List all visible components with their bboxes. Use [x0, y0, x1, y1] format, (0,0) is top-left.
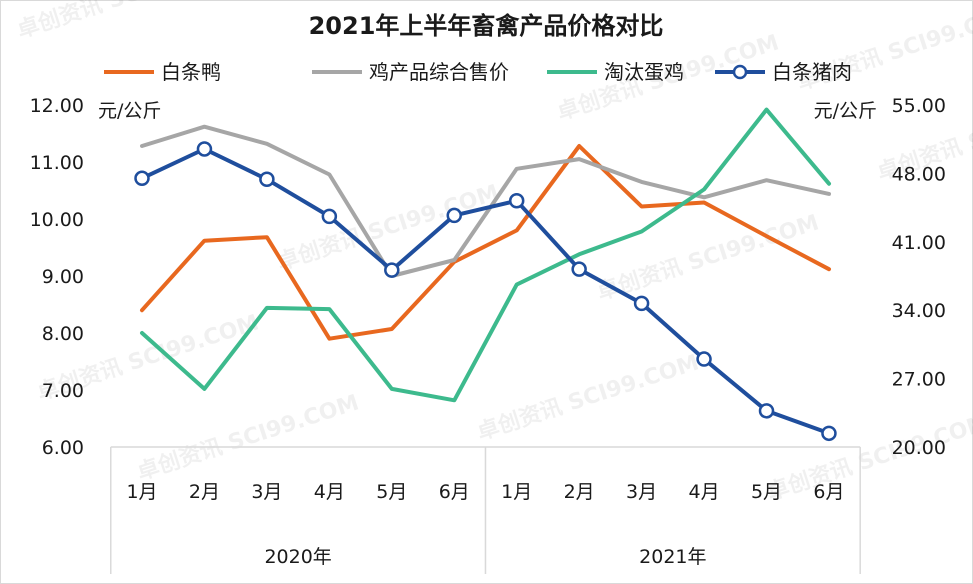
left-tick-label: 7.00: [42, 380, 84, 402]
x-tick-label: 3月: [251, 481, 282, 503]
x-axis: [110, 446, 861, 574]
x-tick-label: 2月: [564, 481, 595, 503]
series-line: [140, 107, 831, 403]
series-line: [140, 144, 831, 341]
data-point: [571, 261, 587, 277]
x-group-label: 2020年: [264, 546, 331, 568]
x-group-label: 2021年: [639, 546, 706, 568]
left-tick-label: 8.00: [42, 323, 84, 345]
data-point: [633, 295, 650, 312]
right-axis-ticks: 55.00 48.00 41.00 34.00 27.00 20.00: [892, 95, 946, 459]
x-tick-label: 2月: [189, 481, 220, 503]
series-line: [140, 124, 831, 278]
series-白条猪肉: [134, 141, 837, 442]
data-point: [384, 262, 400, 278]
right-tick-label: 41.00: [892, 232, 946, 254]
right-tick-label: 20.00: [892, 437, 946, 459]
series-line: [140, 147, 831, 436]
data-point: [821, 425, 837, 442]
x-tick-label: 5月: [376, 481, 407, 503]
legend-marker: [732, 64, 748, 80]
left-axis-unit: 元/公斤: [98, 100, 161, 122]
data-point: [446, 207, 462, 224]
x-axis-labels: 1月 2月 3月 4月 5月 6月 1月 2月 3月 4月 5月 6月: [126, 481, 844, 503]
x-tick-label: 6月: [439, 481, 470, 503]
left-tick-label: 12.00: [30, 95, 84, 117]
right-tick-label: 55.00: [892, 95, 946, 117]
right-tick-label: 27.00: [892, 369, 946, 391]
series-淘汰蛋鸡: [140, 107, 831, 403]
legend-label: 鸡产品综合售价: [369, 60, 509, 84]
legend-label: 白条鸭: [161, 60, 221, 84]
x-axis-group-labels: 2020年 2021年: [264, 546, 706, 568]
x-tick-label: 6月: [813, 481, 844, 503]
x-tick-label: 4月: [314, 481, 345, 503]
series-layer: [134, 107, 837, 442]
series-鸡产品综合售价: [140, 124, 831, 278]
data-point: [259, 171, 275, 188]
data-point: [696, 351, 712, 367]
x-tick-label: 4月: [689, 481, 720, 503]
left-tick-label: 11.00: [30, 152, 84, 174]
data-point: [134, 170, 150, 187]
data-point: [321, 208, 338, 225]
data-point: [196, 141, 213, 157]
x-tick-label: 5月: [751, 481, 782, 503]
x-tick-label: 1月: [126, 481, 157, 503]
x-tick-label: 1月: [501, 481, 532, 503]
left-tick-label: 10.00: [30, 209, 84, 231]
left-tick-label: 6.00: [42, 437, 84, 459]
x-tick-label: 3月: [626, 481, 657, 503]
legend-label: 白条猪肉: [772, 60, 852, 84]
left-tick-label: 9.00: [42, 266, 84, 288]
data-point: [508, 193, 525, 209]
data-point: [758, 403, 775, 419]
chart-title: 2021年上半年畜禽产品价格对比: [309, 12, 664, 40]
series-白条鸭: [140, 144, 831, 341]
left-axis-ticks: 12.00 11.00 10.00 9.00 8.00 7.00 6.00: [30, 95, 84, 459]
legend-label: 淘汰蛋鸡: [604, 60, 684, 84]
right-axis-unit: 元/公斤: [814, 100, 877, 122]
right-tick-label: 48.00: [892, 163, 946, 185]
legend: 白条鸭 鸡产品综合售价 淘汰蛋鸡 白条猪肉: [104, 60, 852, 84]
right-tick-label: 34.00: [892, 300, 946, 322]
